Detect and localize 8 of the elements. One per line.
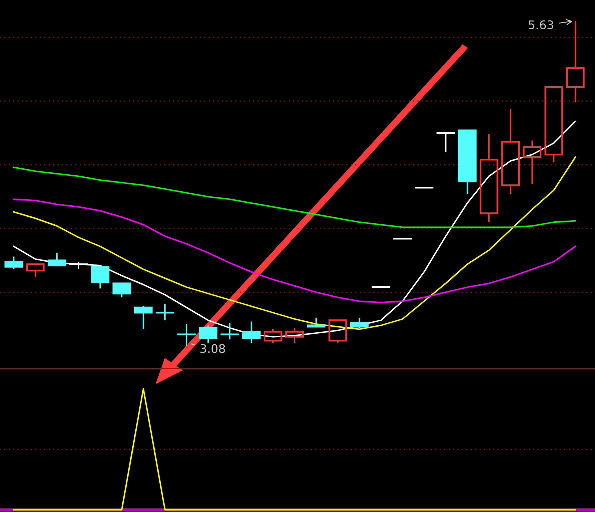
candlestick bbox=[480, 134, 498, 224]
candlestick bbox=[502, 108, 520, 196]
candlestick bbox=[156, 303, 174, 322]
candlestick bbox=[178, 324, 196, 347]
candlestick bbox=[242, 321, 261, 344]
annotation: 3.08 bbox=[200, 344, 226, 354]
annotation: 5.63 bbox=[528, 20, 554, 30]
candlestick bbox=[523, 140, 542, 185]
